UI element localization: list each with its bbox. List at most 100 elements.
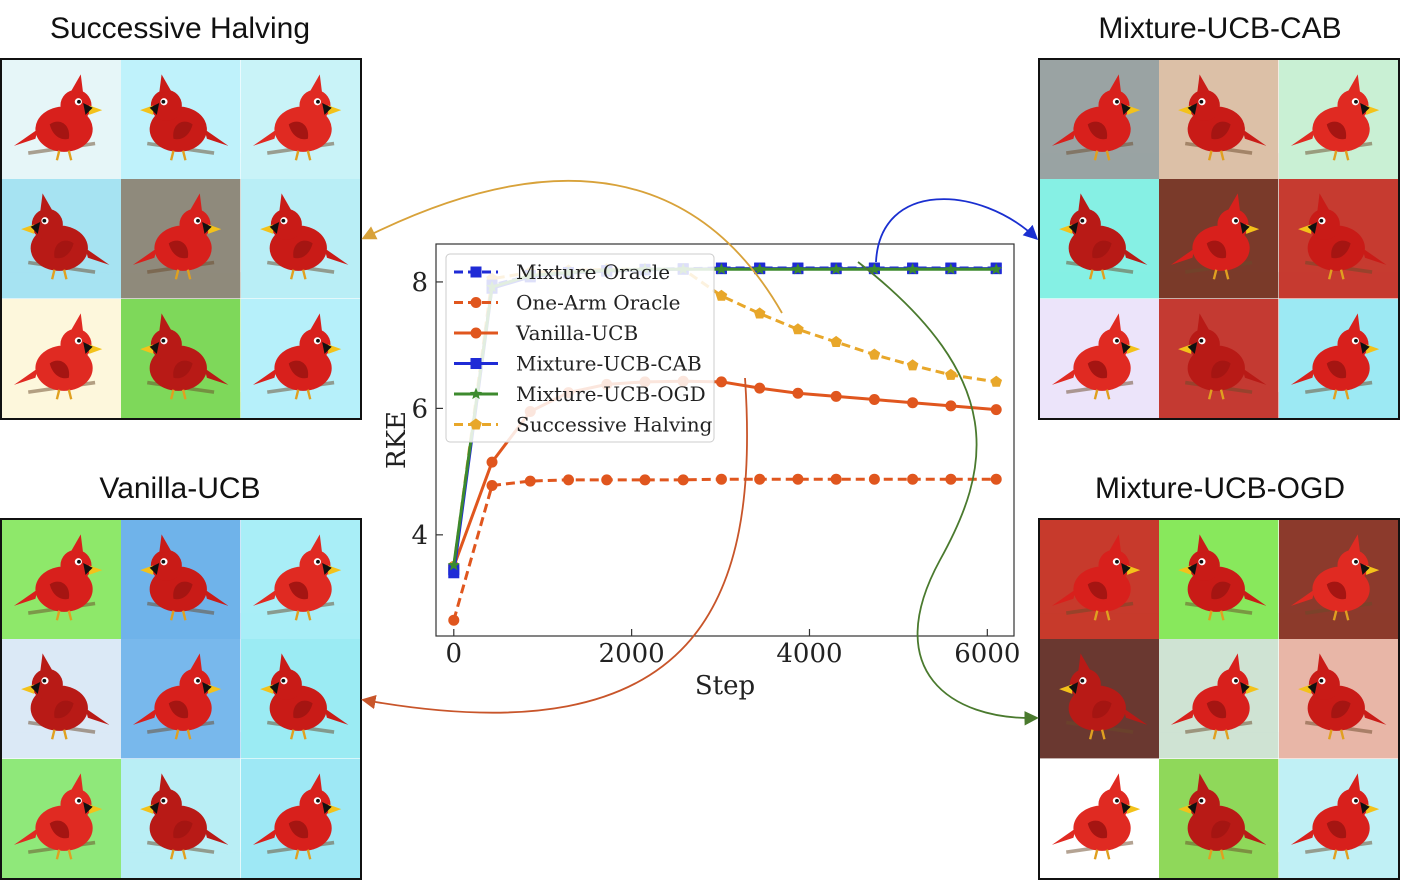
x-axis-label: Step (695, 671, 755, 701)
cardinal-image (121, 298, 241, 418)
data-point (753, 307, 766, 319)
data-point (524, 475, 536, 487)
data-point (990, 404, 1002, 416)
data-point (447, 558, 460, 571)
data-point (830, 473, 842, 485)
arrow-vanilla-ucb (361, 377, 748, 714)
cardinal-image (2, 298, 122, 418)
cardinal-image (1040, 639, 1160, 759)
data-point (907, 473, 919, 485)
data-point (907, 397, 919, 409)
cardinal-image (121, 758, 241, 878)
cardinal-image (240, 179, 360, 299)
cardinal-image (121, 179, 241, 299)
x-tick-label: 0 (446, 639, 463, 669)
legend-marker (470, 266, 482, 278)
arrow-mixture-ucb-ogd (857, 261, 1039, 726)
data-point (830, 262, 843, 275)
data-point (562, 474, 574, 486)
data-point (792, 323, 804, 335)
cardinal-image (2, 758, 122, 878)
y-axis-label: RKE (382, 411, 412, 469)
cardinal-image (240, 639, 360, 759)
data-point (715, 473, 727, 485)
cardinal-image (1159, 60, 1279, 180)
panel-title-vanilla-ucb: Vanilla-UCB (99, 472, 261, 505)
legend-label-mixture-ucb-cab: Mixture-UCB-CAB (516, 352, 702, 376)
data-point (868, 348, 881, 360)
legend-label-mixture-ucb-ogd: Mixture-UCB-OGD (516, 382, 706, 406)
data-point (945, 400, 957, 412)
data-point (754, 382, 766, 394)
cardinal-image (1278, 179, 1398, 299)
legend-marker (470, 327, 482, 339)
data-point (486, 480, 498, 492)
cardinal-image (240, 60, 360, 180)
cardinal-image (2, 520, 122, 640)
cardinal-image (1159, 179, 1279, 299)
image-grid-mixture-ucb-cab (1038, 58, 1400, 420)
x-tick-label: 2000 (599, 639, 665, 669)
legend-label-vanilla-ucb: Vanilla-UCB (515, 321, 638, 345)
data-point (715, 376, 727, 388)
data-point (792, 387, 804, 399)
arrow-mixture-ucb-cab (875, 198, 1039, 263)
data-point (868, 473, 880, 485)
data-point (990, 375, 1003, 387)
cardinal-image (1278, 520, 1398, 640)
data-point (990, 262, 1003, 275)
data-point (677, 474, 689, 486)
data-point (639, 474, 651, 486)
data-point (868, 394, 880, 406)
legend: Mixture Oracle One-Arm Oracle Vanilla-UCB M… (445, 253, 715, 443)
cardinal-image (1159, 298, 1279, 418)
data-point (906, 359, 919, 371)
legend-marker (469, 387, 483, 400)
data-point (753, 262, 766, 275)
axis-ticks: 0 2000 4000 6000 4 6 8 (411, 268, 1020, 669)
cardinal-image (2, 179, 122, 299)
data-point (868, 262, 881, 275)
image-grid-vanilla-ucb (0, 518, 362, 880)
data-point (830, 335, 842, 347)
y-tick-label: 6 (411, 394, 428, 424)
data-point (448, 614, 460, 626)
image-grid-successive-halving (0, 58, 362, 420)
data-point (486, 456, 498, 468)
data-point (792, 473, 804, 485)
cardinal-image (121, 520, 241, 640)
y-tick-label: 4 (411, 521, 428, 551)
arrow-successive-halving (361, 179, 783, 314)
legend-marker (470, 358, 482, 369)
x-tick-label: 6000 (954, 639, 1020, 669)
cardinal-image (240, 520, 360, 640)
cardinal-image (121, 60, 241, 180)
data-point (715, 262, 728, 275)
cardinal-image (1159, 520, 1279, 640)
data-point (945, 368, 957, 380)
panel-title-successive-halving: Successive Halving (49, 12, 311, 45)
data-point (448, 567, 460, 579)
cardinal-image (2, 639, 122, 759)
cardinal-image (1040, 298, 1160, 418)
cardinal-image (2, 60, 122, 180)
cardinal-image (1159, 639, 1279, 759)
cardinal-image (1040, 179, 1160, 299)
data-point (601, 474, 613, 486)
cardinal-image (1040, 60, 1160, 180)
cardinal-image (1040, 520, 1160, 640)
data-point (791, 262, 804, 275)
x-tick-label: 4000 (776, 639, 842, 669)
cardinal-image (1278, 60, 1398, 180)
data-point (944, 262, 957, 275)
cardinal-image (1278, 639, 1398, 759)
cardinal-image (121, 639, 241, 759)
legend-label-one-arm-oracle: One-Arm Oracle (516, 291, 681, 315)
cardinal-image (240, 758, 360, 878)
data-point (945, 473, 957, 485)
legend-marker (470, 418, 482, 430)
data-point (906, 262, 919, 275)
legend-label-mixture-oracle: Mixture Oracle (516, 260, 670, 284)
legend-box (445, 253, 715, 443)
data-point (830, 390, 842, 402)
